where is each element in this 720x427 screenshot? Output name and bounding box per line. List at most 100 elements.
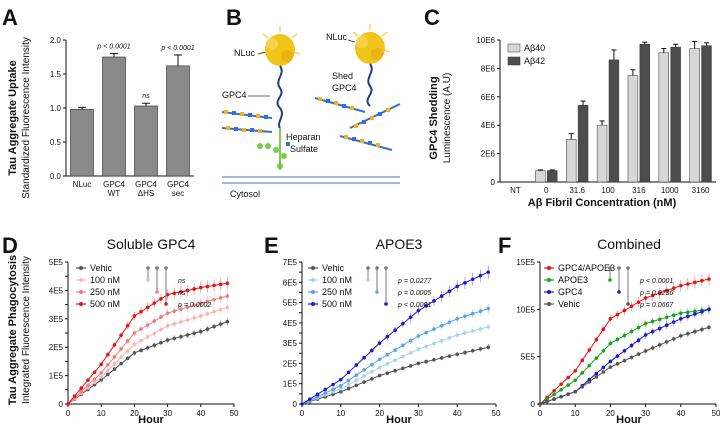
chart-f-point-apoe3 bbox=[657, 317, 662, 322]
chart-c-bar-a-40-0 bbox=[535, 170, 546, 183]
chart-e-point-vehic bbox=[401, 366, 405, 371]
chart-f-ytick-label: 10E5 bbox=[516, 305, 535, 314]
chart-e-point-250-nm bbox=[470, 311, 475, 316]
chart-e-point-vehic bbox=[339, 390, 343, 394]
chart-f-point-apoe3 bbox=[622, 333, 627, 338]
chart-a-ylabel2: Standardized Fluorescence Intensity bbox=[21, 37, 32, 199]
chart-a-ylabel: Tau Aggregate Uptake bbox=[7, 60, 19, 176]
chart-a-xtick-label2: ΔHS bbox=[138, 189, 154, 198]
chart-d-point-250-nm bbox=[165, 311, 170, 315]
chart-d-point-500-nm bbox=[125, 323, 130, 328]
chart-f-point-apoe3 bbox=[615, 337, 620, 342]
chart-e-legend-label-500-nm: 500 nM bbox=[322, 299, 352, 309]
chart-e-point-500-nm bbox=[346, 370, 351, 375]
chart-c-bar-a-40-100 bbox=[596, 124, 608, 183]
chart-f-xtick-label: 10 bbox=[571, 409, 580, 418]
chart-f-legend-label-gpc4-apoe3: GPC4/APOE3 bbox=[558, 263, 615, 273]
chart-e-point-250-nm bbox=[447, 320, 452, 325]
chart-d-point-500-nm bbox=[92, 370, 97, 374]
chart-e-stat-dot bbox=[366, 266, 370, 270]
chart-d-point-vehic bbox=[172, 336, 177, 341]
chart-f-xtick-label: 20 bbox=[606, 409, 615, 418]
chart-e-point-250-nm bbox=[362, 368, 366, 372]
chart-e-point-500-nm bbox=[401, 321, 405, 326]
chart-e-point-250-nm bbox=[478, 309, 483, 313]
chart-d-point-vehic bbox=[139, 348, 143, 353]
chart-e-point-vehic bbox=[463, 350, 467, 355]
chart-f-point-gpc4 bbox=[693, 312, 697, 316]
chart-f-stat-dot bbox=[626, 302, 630, 306]
chart-d-point-250-nm bbox=[119, 347, 123, 351]
chart-e-point-250-nm bbox=[354, 373, 359, 377]
chart-a-ytick-label: 1.0 bbox=[50, 104, 62, 113]
chart-e-stat-label: p = 0.0005 bbox=[397, 290, 431, 297]
chart-f-xtick-label: 40 bbox=[676, 409, 685, 418]
chart-d-point-100-nm bbox=[119, 355, 123, 360]
chart-a-bar-gpc4-hs bbox=[134, 105, 158, 177]
chart-d-point-vehic bbox=[132, 351, 137, 355]
chart-d-point-vehic bbox=[225, 319, 230, 324]
chart-f-xtick-label: 50 bbox=[712, 409, 720, 418]
panel-label-a: A bbox=[2, 5, 18, 30]
chart-f-point-vehic bbox=[636, 352, 641, 357]
chart-a-xtick-label: GPC4 bbox=[103, 180, 125, 189]
chart-d-legend-marker-250-nm bbox=[79, 290, 83, 294]
chart-c-ytick-label: 10E6 bbox=[476, 36, 495, 45]
chart-f-stat-dot bbox=[608, 278, 612, 282]
chart-d-xtick-label: 20 bbox=[130, 409, 139, 418]
chart-a-ytick-label: 2.0 bbox=[50, 36, 62, 45]
chart-d-point-250-nm bbox=[152, 319, 157, 323]
chart-e-stat-dot bbox=[384, 302, 388, 306]
chart-e-point-500-nm bbox=[424, 304, 428, 308]
chart-f-stat-dot bbox=[626, 266, 630, 270]
chart-f-point-gpc4-apoe3 bbox=[679, 283, 683, 288]
chart-d-legend-label-100-nm: 100 nM bbox=[90, 275, 120, 285]
chart-e-point-500-nm bbox=[331, 382, 335, 387]
chart-f-point-apoe3 bbox=[580, 371, 585, 375]
chart-f-point-gpc4-apoe3 bbox=[580, 358, 585, 363]
chart-d-stat-label: ns bbox=[178, 290, 186, 297]
chart-f-stat-dot bbox=[617, 266, 621, 270]
chart-a-xtick-label2: sec bbox=[172, 189, 184, 198]
chart-e-point-vehic bbox=[416, 361, 421, 366]
chart-d-xtick-label: 0 bbox=[66, 409, 71, 418]
chart-e-point-100-nm bbox=[486, 325, 491, 329]
chart-e-stat-label: p < 0.0001 bbox=[397, 302, 431, 309]
chart-d-point-vehic bbox=[179, 334, 183, 339]
chart-e-point-100-nm bbox=[377, 365, 382, 370]
chart-d-xtick-label: 50 bbox=[230, 409, 239, 418]
chart-e-point-250-nm bbox=[385, 352, 390, 357]
chart-e-point-100-nm bbox=[478, 327, 483, 331]
chart-f-point-vehic bbox=[580, 384, 585, 389]
chart-d-point-vehic bbox=[112, 367, 117, 371]
chart-f-point-vehic bbox=[686, 331, 690, 336]
chart-d-point-100-nm bbox=[159, 327, 163, 332]
chart-d-xtick-label: 40 bbox=[196, 409, 205, 418]
chart-e-ytick-label: 0 bbox=[293, 400, 298, 409]
chart-f-point-apoe3 bbox=[552, 392, 556, 397]
chart-f-legend-label-gpc4: GPC4 bbox=[558, 287, 583, 297]
chart-f-point-gpc4 bbox=[657, 326, 662, 331]
chart-f-point-gpc4-apoe3 bbox=[559, 382, 563, 386]
chart-f-point-gpc4-apoe3 bbox=[693, 280, 697, 285]
chart-f-point-gpc4-apoe3 bbox=[594, 337, 599, 342]
chart-d-point-250-nm bbox=[185, 305, 190, 309]
chart-c-ytick-label: 4E6 bbox=[481, 121, 496, 130]
chart-f-ytick-label: 15E5 bbox=[516, 258, 535, 267]
chart-d-point-100-nm bbox=[199, 314, 203, 318]
chart-d-point-500-nm bbox=[152, 301, 157, 305]
chart-e: 0 1E5 2E5 3E5 4E5 5E5 6E5 7E5 0 10 20 30 40 50 Vehic 10… bbox=[283, 258, 501, 418]
chart-c-xtick-label: 0 bbox=[544, 186, 549, 195]
chart-c-legend-label-a-40: Aβ40 bbox=[524, 43, 545, 53]
chart-f-point-vehic bbox=[608, 365, 613, 369]
chart-d-point-vehic bbox=[125, 356, 130, 361]
chart-c-ytick-label: 6E6 bbox=[481, 93, 496, 102]
chart-d-point-250-nm bbox=[112, 355, 117, 359]
chart-e-point-500-nm bbox=[339, 377, 343, 382]
chart-d-stat-dot bbox=[155, 266, 159, 270]
chart-e-point-500-nm bbox=[354, 363, 359, 367]
chart-e-point-500-nm bbox=[323, 387, 328, 392]
chart-d-point-250-nm bbox=[205, 299, 210, 304]
chart-e-point-250-nm bbox=[424, 330, 428, 335]
